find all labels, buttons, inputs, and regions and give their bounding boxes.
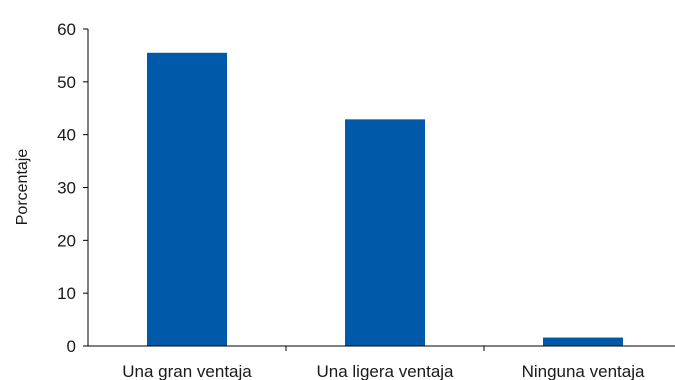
y-axis-title: Porcentaje	[14, 149, 31, 226]
bar	[345, 119, 425, 346]
y-tick-label: 10	[57, 284, 76, 303]
y-tick-label: 60	[57, 20, 76, 39]
bar	[543, 337, 623, 346]
y-tick-label: 40	[57, 126, 76, 145]
y-tick-label: 20	[57, 231, 76, 250]
bar	[147, 52, 227, 347]
x-axis-ticks: Una gran ventaja Una ligera ventaja Ningun…	[122, 346, 645, 380]
x-category-label: Una gran ventaja	[122, 362, 252, 380]
y-tick-label: 50	[57, 73, 76, 92]
x-category-label: Una ligera ventaja	[316, 362, 454, 380]
x-category-label: Ninguna ventaja	[522, 362, 645, 380]
bars	[147, 52, 623, 347]
y-axis-ticks: 0 10 20 30 40 50 60	[57, 20, 88, 356]
y-tick-label: 0	[67, 337, 76, 356]
y-tick-label: 30	[57, 179, 76, 198]
